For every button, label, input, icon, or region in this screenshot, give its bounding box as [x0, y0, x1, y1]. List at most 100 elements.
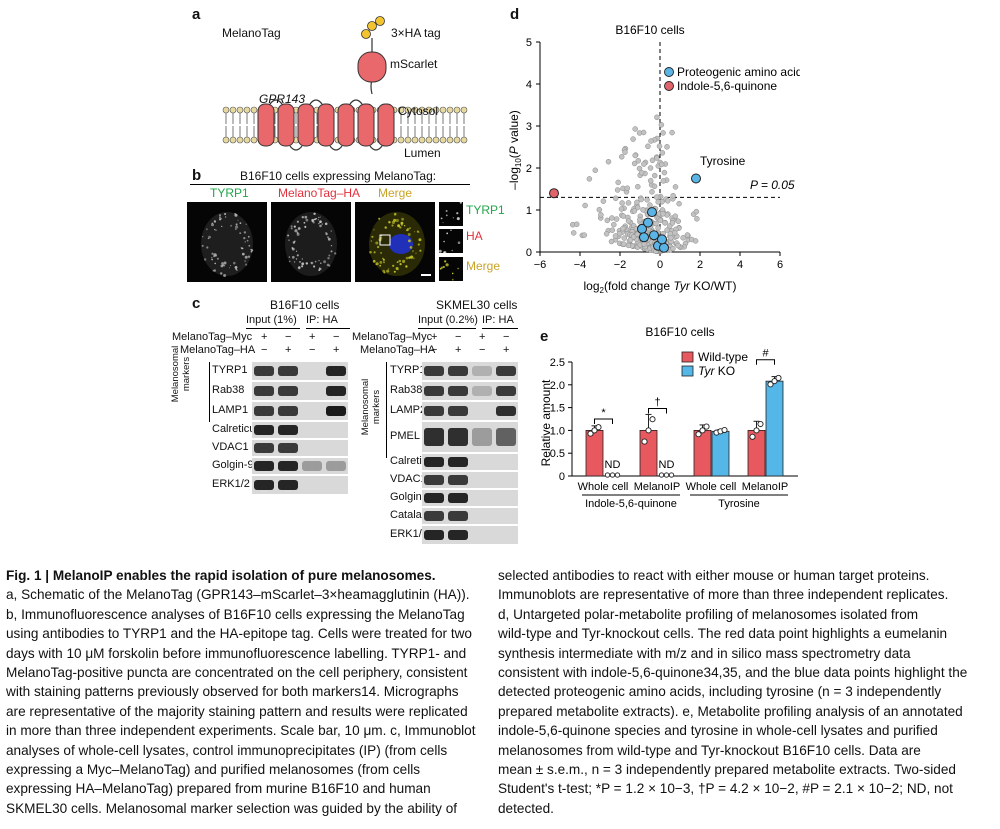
legend-swatch-wt: [681, 351, 694, 363]
blot-band: [448, 511, 468, 521]
metabolite-point: [631, 160, 638, 167]
blot-band: [254, 479, 274, 491]
metabolite-point: [676, 200, 682, 207]
helix: [257, 103, 275, 147]
significance-mark: *: [601, 407, 606, 419]
replicate-point: [649, 416, 656, 423]
replicate-point: [767, 381, 774, 388]
caption-line: using antibodies to TYRP1 and the HA-epi…: [6, 626, 472, 642]
replicate-point: [771, 378, 778, 385]
legend-wt: Wild-type: [698, 350, 748, 364]
caption-line: consistent with indole-5,6-quinone34,35,…: [498, 665, 968, 681]
metabolite-point: [655, 199, 661, 205]
ha-sign: −: [431, 344, 438, 356]
myc-sign: −: [503, 331, 510, 343]
blot-left-ip: IP: HA: [306, 314, 338, 326]
metabolite-point: [680, 235, 686, 241]
caption-line: prepared metabolite extracts). e, Metabo…: [498, 703, 963, 719]
caption-line: with staining patterns previously observ…: [6, 684, 459, 700]
metabolite-point: [620, 225, 626, 232]
metabolite-point: [694, 216, 700, 222]
metabolite-point: [675, 242, 681, 249]
y-tick-label: 0: [526, 247, 532, 259]
metabolite-point: [624, 185, 631, 191]
metabolite-point: [658, 122, 665, 128]
blot-band: [424, 457, 444, 467]
blot-band: [278, 385, 298, 397]
legend-ko: Tyr KO: [698, 364, 735, 378]
metabolite-point: [662, 220, 668, 226]
metabolite-point: [640, 129, 647, 136]
quinone-point: [549, 188, 559, 199]
myc-sign: −: [455, 331, 462, 343]
melanotag-schematic: [222, 16, 468, 151]
blot-band: [278, 461, 298, 471]
metabolite-point: [672, 184, 679, 190]
caption-line: wild-type and Tyr-knockout cells. The re…: [498, 626, 948, 642]
micrograph-merge: [355, 202, 435, 282]
blot-protein-label: Rab38: [390, 384, 423, 396]
blot-band: [278, 443, 298, 453]
metabolite-point: [635, 183, 641, 190]
blot-band: [424, 475, 444, 485]
caption-line: detected proteogenic amino acids, includ…: [498, 684, 942, 700]
metabolite-point: [638, 196, 644, 203]
blot-right-input: Input (0.2%): [418, 314, 478, 326]
metabolite-point: [630, 234, 637, 240]
metabolite-point: [640, 207, 646, 213]
myc-sign: +: [261, 331, 268, 343]
metabolite-point: [605, 158, 612, 165]
blot-protein-label: Rab38: [212, 384, 245, 396]
metabolite-point: [609, 227, 616, 233]
metabolite-point: [641, 161, 647, 167]
y-tick-label: 0: [559, 471, 565, 483]
blot-right-ha: MelanoTag–HA: [360, 344, 436, 356]
helix: [377, 103, 395, 147]
blot-band: [278, 365, 298, 377]
metabolite-point: [612, 233, 619, 239]
metabolite-point: [637, 216, 643, 223]
x-tick-label: −4: [574, 259, 587, 271]
metabolite-point: [631, 208, 638, 214]
metabolite-point: [664, 144, 670, 150]
panel-d-label: d: [510, 6, 520, 23]
amino-acid-point: [639, 232, 649, 243]
replicate-point: [721, 426, 728, 434]
metabolite-point: [648, 138, 654, 144]
blot-band: [326, 405, 346, 417]
blot-strip: [422, 526, 518, 544]
blot-band: [278, 479, 298, 491]
bar-legend: Wild-type Tyr KO: [681, 350, 748, 378]
volcano-ylabel: –log10(P value): [507, 110, 523, 190]
metabolite-point: [660, 178, 667, 184]
ha-sign: −: [261, 344, 268, 356]
caption-line: in more than three independent experimen…: [6, 723, 476, 739]
metabolite-point: [635, 158, 642, 164]
blot-strip: [422, 382, 518, 400]
myc-sign: +: [431, 331, 438, 343]
metabolite-point: [612, 195, 619, 202]
blot-band: [448, 457, 468, 467]
blot-band: [278, 425, 298, 435]
ha-tag-bead: [375, 16, 385, 26]
myc-sign: +: [309, 331, 316, 343]
blot-band: [448, 405, 468, 417]
bar: [711, 430, 730, 477]
caption-left: Fig. 1 | MelanoIP enables the rapid isol…: [6, 566, 476, 818]
volcano-title: B16F10 cells: [615, 23, 684, 37]
legend-marker-quinone: [664, 81, 674, 91]
blot-protein-label: VDAC1: [212, 441, 249, 453]
metabolite-point: [672, 213, 679, 219]
ha-sign: +: [503, 344, 510, 356]
metabolite-point: [621, 235, 628, 241]
metabolite-point: [603, 231, 610, 237]
amino-acid-point: [659, 242, 669, 253]
caption-right: selected antibodies to react with either…: [498, 566, 993, 818]
significance-mark: †: [654, 397, 660, 409]
group-label: Indole-5,6-quinone: [585, 498, 677, 510]
category-label: MelanoIP: [742, 481, 788, 493]
ha-sign: −: [309, 344, 316, 356]
blot-strip: [252, 458, 348, 474]
metabolite-point: [618, 206, 625, 212]
blot-left-myc: MelanoTag–Myc: [172, 331, 253, 343]
